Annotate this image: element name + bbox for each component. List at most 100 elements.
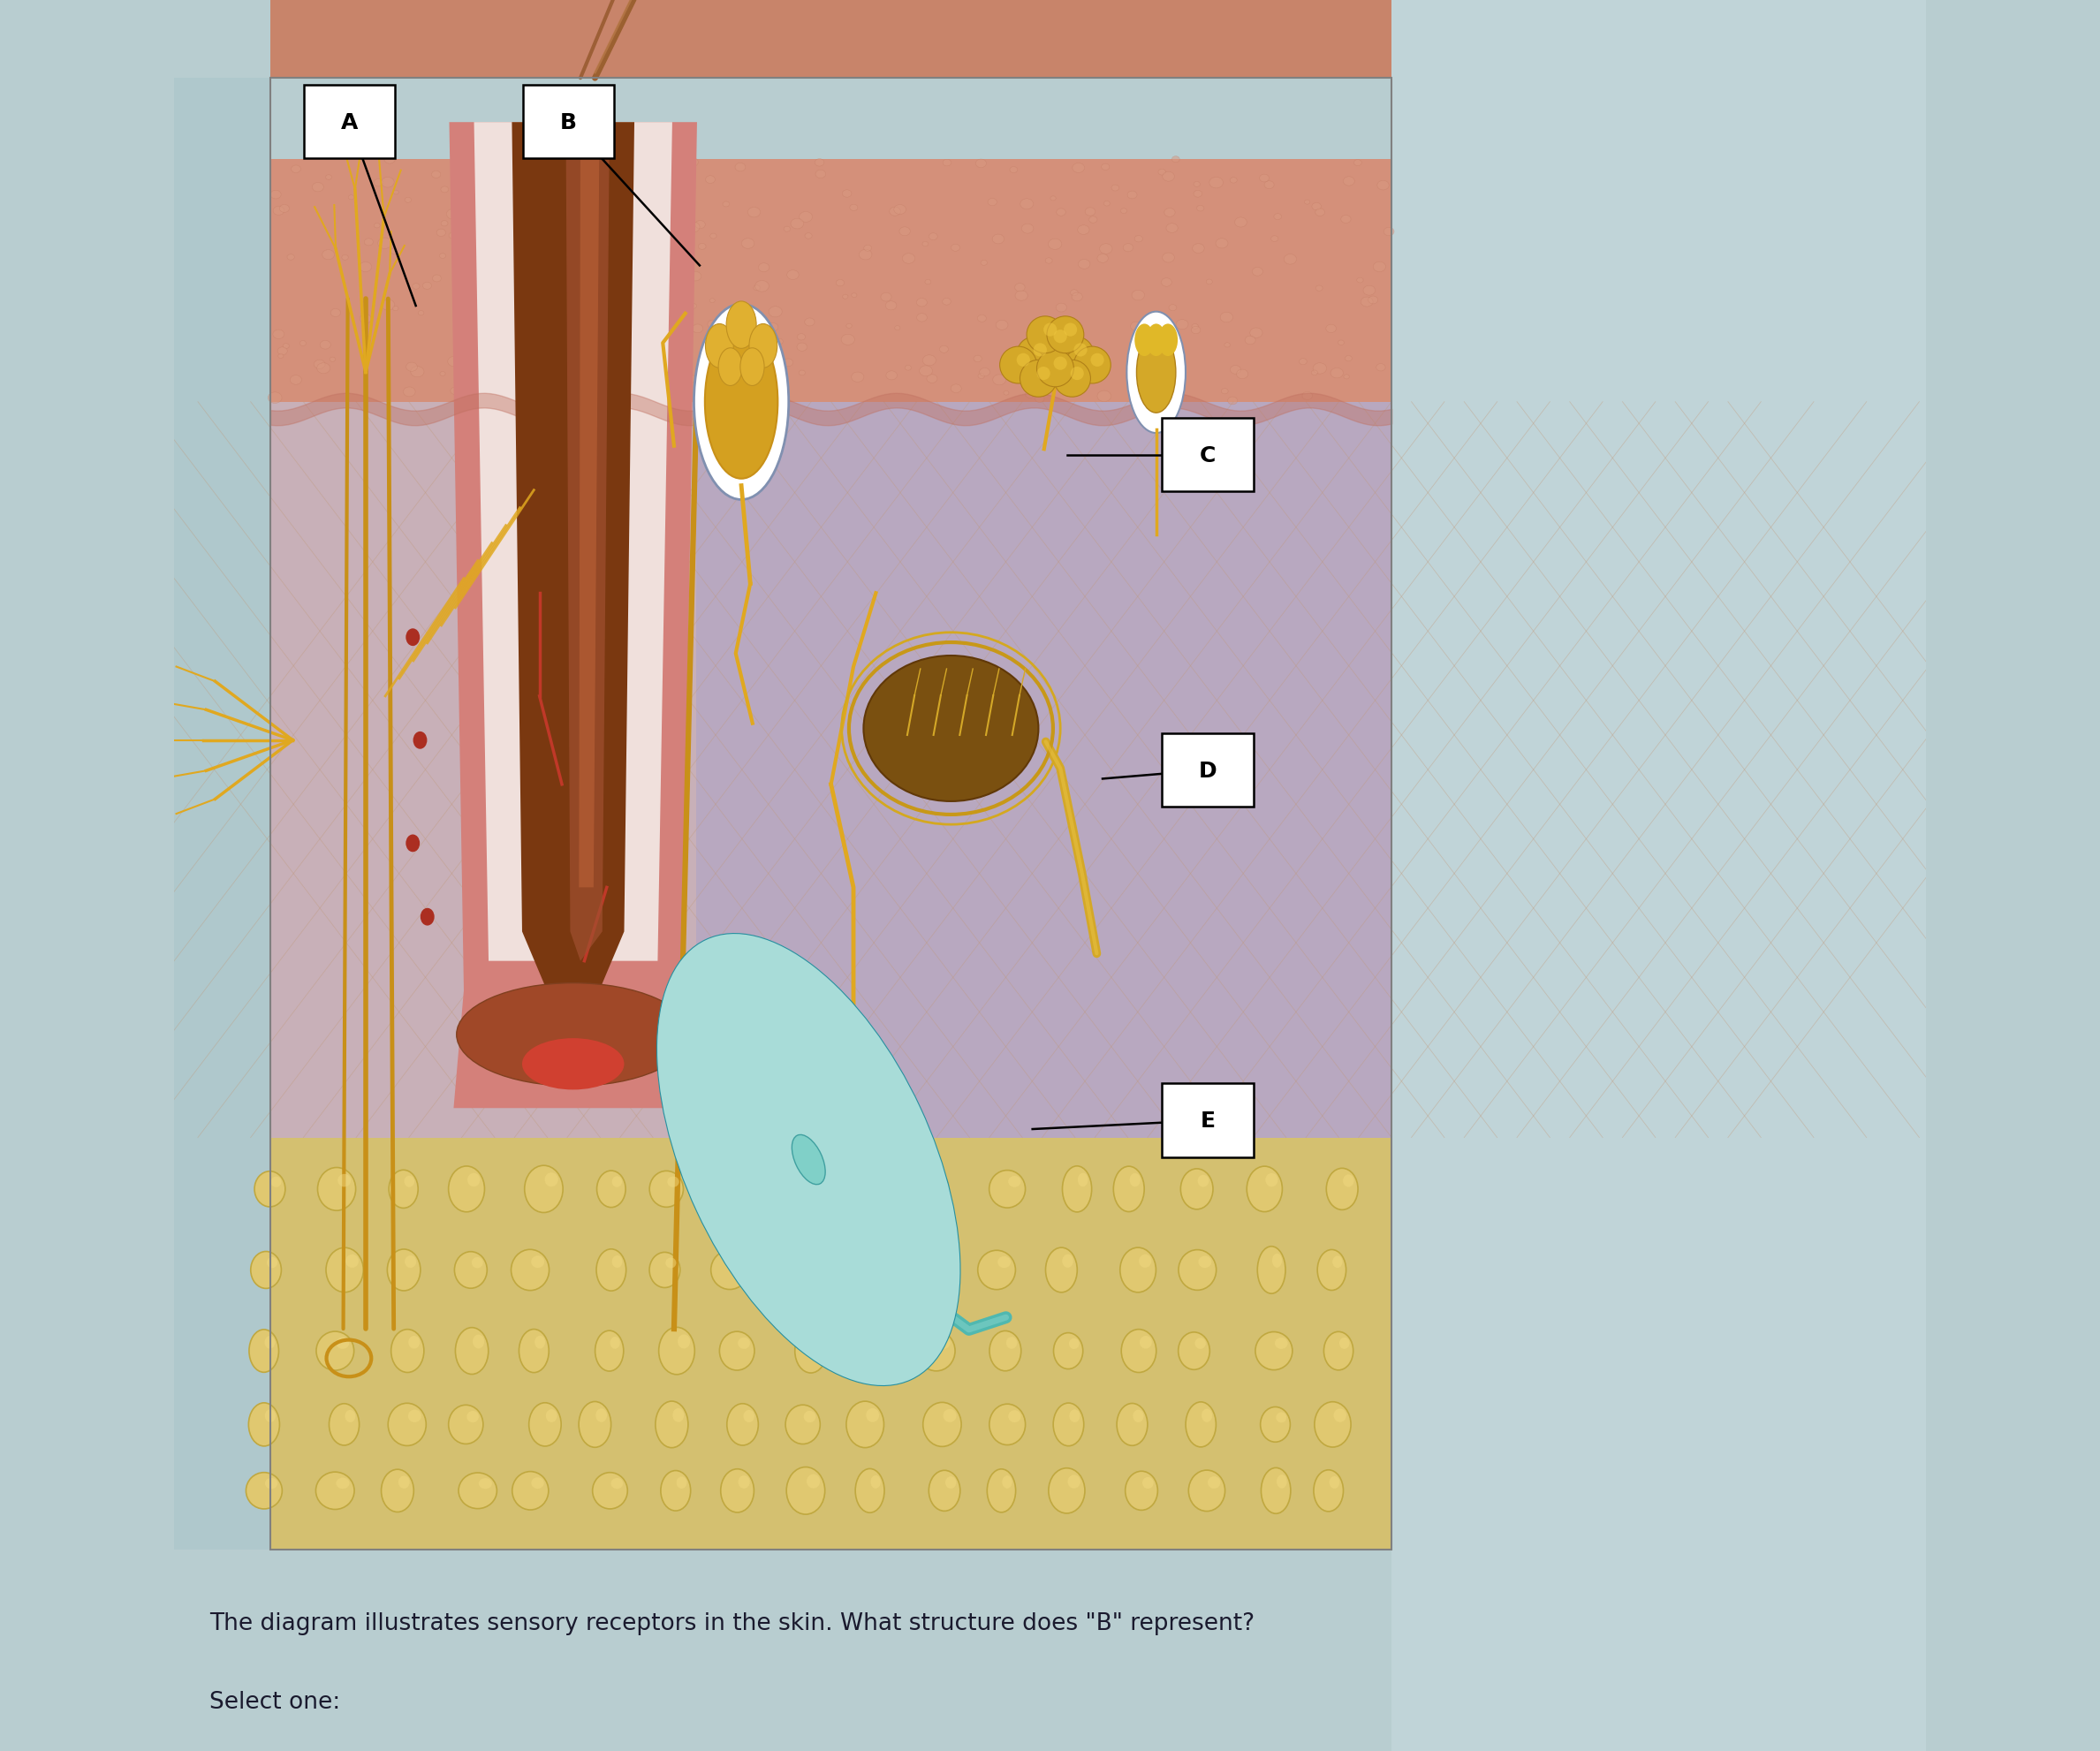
Ellipse shape [708, 320, 718, 329]
Ellipse shape [1224, 343, 1231, 348]
Ellipse shape [1338, 341, 1344, 345]
Ellipse shape [580, 327, 592, 336]
Ellipse shape [619, 221, 626, 224]
Ellipse shape [437, 229, 445, 236]
Ellipse shape [1063, 1254, 1073, 1268]
Ellipse shape [1249, 329, 1262, 338]
Ellipse shape [1262, 1467, 1292, 1513]
Ellipse shape [783, 228, 790, 233]
Ellipse shape [1166, 224, 1178, 233]
Ellipse shape [943, 159, 951, 166]
Ellipse shape [706, 378, 716, 387]
Ellipse shape [720, 375, 735, 385]
Ellipse shape [1037, 350, 1073, 387]
Ellipse shape [1149, 354, 1159, 361]
Ellipse shape [1138, 366, 1149, 373]
Ellipse shape [1334, 1410, 1346, 1422]
Ellipse shape [1342, 1175, 1354, 1187]
Ellipse shape [1344, 355, 1352, 362]
Ellipse shape [601, 256, 609, 263]
Ellipse shape [550, 175, 561, 184]
Ellipse shape [279, 205, 290, 214]
Ellipse shape [1063, 1166, 1092, 1212]
Ellipse shape [842, 191, 853, 198]
Ellipse shape [993, 375, 1006, 385]
Ellipse shape [336, 1338, 349, 1348]
Ellipse shape [464, 252, 479, 263]
Ellipse shape [859, 250, 872, 261]
Ellipse shape [546, 1410, 556, 1422]
Ellipse shape [386, 1250, 420, 1290]
Ellipse shape [1161, 375, 1170, 382]
Ellipse shape [798, 1177, 808, 1187]
Ellipse shape [916, 299, 926, 306]
Ellipse shape [699, 243, 706, 250]
Ellipse shape [987, 1469, 1016, 1513]
Ellipse shape [580, 238, 592, 247]
Ellipse shape [1119, 1248, 1155, 1292]
Ellipse shape [724, 345, 733, 354]
Ellipse shape [1283, 256, 1296, 264]
Ellipse shape [1073, 347, 1111, 383]
Ellipse shape [785, 1467, 825, 1515]
Ellipse shape [951, 385, 962, 394]
Ellipse shape [1363, 285, 1376, 296]
Ellipse shape [1191, 327, 1201, 334]
Ellipse shape [899, 228, 909, 236]
Ellipse shape [317, 364, 330, 375]
Ellipse shape [788, 1250, 821, 1290]
Ellipse shape [412, 368, 424, 378]
Ellipse shape [928, 1471, 960, 1511]
Ellipse shape [1138, 1254, 1151, 1268]
Ellipse shape [561, 172, 569, 179]
Ellipse shape [1046, 375, 1058, 385]
Ellipse shape [1260, 1408, 1289, 1443]
Ellipse shape [769, 324, 779, 333]
Ellipse shape [1126, 371, 1138, 382]
Ellipse shape [1014, 284, 1025, 292]
Ellipse shape [1178, 1250, 1216, 1290]
Ellipse shape [758, 1084, 859, 1234]
Ellipse shape [937, 1338, 951, 1348]
Ellipse shape [326, 175, 332, 180]
Ellipse shape [1016, 336, 1054, 375]
Ellipse shape [1201, 1410, 1212, 1422]
Ellipse shape [695, 221, 706, 229]
Ellipse shape [1315, 1471, 1344, 1511]
Ellipse shape [920, 366, 932, 376]
Ellipse shape [338, 1175, 351, 1187]
Ellipse shape [851, 373, 863, 383]
Ellipse shape [1258, 1247, 1285, 1294]
Ellipse shape [1014, 291, 1027, 301]
Ellipse shape [855, 1247, 884, 1294]
Ellipse shape [603, 341, 611, 347]
Ellipse shape [1312, 364, 1327, 375]
Ellipse shape [519, 1329, 548, 1373]
Ellipse shape [466, 1411, 479, 1422]
Ellipse shape [869, 1336, 880, 1348]
Ellipse shape [1193, 191, 1201, 198]
Ellipse shape [1195, 1338, 1205, 1350]
Ellipse shape [903, 254, 916, 264]
Ellipse shape [624, 382, 630, 385]
Ellipse shape [1046, 317, 1084, 354]
Ellipse shape [374, 180, 382, 187]
Ellipse shape [1056, 336, 1094, 375]
Ellipse shape [523, 389, 533, 397]
FancyBboxPatch shape [1161, 1084, 1254, 1157]
Ellipse shape [754, 282, 769, 292]
Text: B: B [561, 112, 578, 133]
Ellipse shape [284, 345, 290, 348]
Ellipse shape [388, 1403, 426, 1446]
Ellipse shape [1142, 378, 1153, 387]
Ellipse shape [710, 299, 714, 303]
Ellipse shape [491, 324, 502, 333]
Ellipse shape [687, 158, 697, 168]
Ellipse shape [559, 320, 567, 327]
Ellipse shape [594, 1331, 624, 1371]
Ellipse shape [760, 324, 773, 334]
Ellipse shape [1170, 305, 1176, 312]
Ellipse shape [670, 273, 680, 282]
Ellipse shape [1361, 298, 1373, 308]
Ellipse shape [748, 208, 760, 217]
